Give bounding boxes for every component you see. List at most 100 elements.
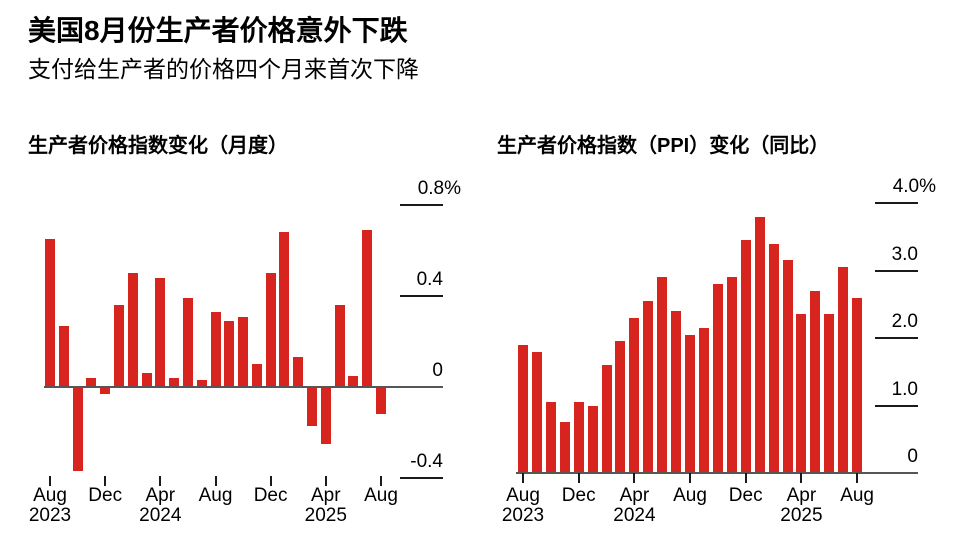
bar-sep-2023	[58, 325, 69, 387]
x-tick-line	[633, 473, 636, 483]
x-tick-line	[49, 476, 51, 486]
bar-aug-2023	[518, 344, 528, 474]
chart-title-yoy: 生产者价格指数（PPI）变化（同比）	[497, 135, 830, 157]
bar-sep-2024	[224, 321, 235, 387]
bar-apr-2024	[155, 277, 166, 387]
x-axis-year-label: 2025	[780, 505, 823, 526]
bar-jun-2024	[182, 298, 193, 387]
bar-apr-2024	[629, 317, 640, 474]
x-axis-month-label: Dec	[88, 485, 123, 506]
bar-jun-2025	[348, 375, 359, 387]
x-axis-month-label: Apr	[145, 485, 176, 506]
x-tick-line	[689, 473, 691, 483]
x-tick-line	[744, 473, 747, 483]
y-axis-label: 1.0	[891, 378, 918, 400]
x-axis-month-label: Dec	[561, 485, 596, 506]
x-axis-month-label: Aug	[673, 485, 707, 506]
y-tick-line	[400, 477, 443, 479]
bar-feb-2025	[768, 243, 779, 473]
x-axis-year-label: 2023	[501, 505, 545, 526]
chart-title-monthly: 生产者价格指数变化（月度）	[28, 135, 288, 157]
y-tick-line	[875, 269, 918, 272]
x-tick-line	[856, 473, 859, 483]
x-axis-month-label: Aug	[33, 485, 67, 506]
page-subtitle: 支付给生产者的价格四个月来首次下降	[28, 56, 419, 82]
x-tick-line	[380, 476, 382, 486]
zero-axis-line	[44, 386, 443, 388]
bar-jul-2024	[671, 311, 682, 473]
bar-nov-2024	[251, 364, 262, 388]
bar-apr-2025	[320, 387, 331, 444]
y-axis-label: 0	[907, 446, 918, 467]
y-tick-line	[400, 295, 443, 297]
x-axis-month-label: Dec	[728, 485, 763, 506]
x-tick-line	[324, 476, 327, 486]
x-tick-line	[800, 473, 803, 483]
y-axis-label: 0	[432, 360, 443, 381]
x-tick-line	[522, 473, 524, 483]
bar-oct-2023	[72, 387, 83, 472]
y-axis-label: 0.4	[416, 269, 443, 290]
x-tick-line	[269, 476, 272, 486]
bar-dec-2023	[573, 402, 584, 473]
bar-mar-2024	[141, 373, 152, 387]
y-axis-label: 3.0	[891, 243, 918, 265]
bar-mar-2025	[307, 387, 317, 426]
bar-jul-2025	[362, 230, 373, 387]
bar-feb-2024	[127, 273, 138, 388]
bar-aug-2025	[376, 387, 386, 415]
bar-apr-2025	[796, 314, 807, 473]
bar-aug-2025	[852, 297, 863, 473]
y-tick-line	[875, 202, 918, 204]
bar-may-2025	[334, 305, 345, 387]
bar-mar-2024	[615, 341, 626, 473]
y-axis-label: 0.8%	[417, 178, 461, 199]
x-axis-year-label: 2024	[139, 505, 182, 526]
bar-may-2024	[643, 300, 654, 473]
bar-nov-2024	[726, 277, 737, 474]
x-axis-month-label: Aug	[840, 485, 874, 506]
bar-jul-2024	[196, 380, 207, 387]
x-axis-month-label: Apr	[786, 485, 817, 506]
bar-jan-2024	[113, 305, 124, 387]
x-tick-line	[104, 476, 107, 486]
bar-dec-2024	[740, 240, 751, 473]
x-axis-month-label: Dec	[253, 485, 288, 506]
x-axis-year-label: 2023	[28, 505, 72, 526]
bar-jan-2025	[279, 232, 290, 387]
bar-jan-2025	[754, 216, 765, 473]
bar-sep-2023	[531, 351, 542, 473]
ppi-monthly-bar-chart: 0.8% 0.4 0 -0.4 Aug 2023 Dec Apr 2024 Aug Dec Apr 20…	[28, 160, 488, 540]
bar-feb-2024	[601, 365, 612, 473]
bar-nov-2023	[559, 422, 570, 473]
bar-may-2025	[810, 290, 821, 474]
x-tick-line	[577, 473, 580, 483]
bar-oct-2024	[238, 316, 249, 387]
ppi-yoy-bar-chart: 4.0% 3.0 2.0 1.0 0 Aug 2023 Dec Apr 2024 Aug Dec Apr…	[497, 160, 957, 540]
bar-jan-2024	[587, 405, 598, 473]
y-tick-line	[875, 404, 918, 407]
bar-feb-2025	[293, 357, 304, 387]
x-axis-month-label: Apr	[311, 485, 341, 506]
page-title: 美国8月份生产者价格意外下跌	[28, 15, 408, 46]
x-axis-month-label: Aug	[198, 485, 233, 506]
x-axis-year-label: 2024	[613, 505, 656, 526]
y-axis-label: -0.4	[410, 451, 443, 472]
bar-mar-2025	[782, 260, 793, 473]
x-tick-line	[159, 476, 162, 486]
bar-nov-2023	[86, 377, 97, 387]
bar-sep-2024	[699, 327, 709, 473]
x-axis-year-label: 2025	[304, 505, 347, 526]
zero-axis-line	[516, 472, 918, 474]
bar-aug-2024	[685, 334, 695, 473]
x-axis-month-label: Aug	[506, 485, 540, 506]
y-axis-label: 2.0	[891, 311, 918, 332]
bar-may-2024	[169, 377, 180, 387]
bar-aug-2023	[45, 239, 55, 387]
x-axis-month-label: Apr	[619, 485, 650, 506]
bar-dec-2024	[265, 273, 276, 388]
bar-aug-2024	[210, 311, 221, 387]
bar-oct-2024	[712, 284, 723, 473]
bar-oct-2023	[545, 402, 556, 473]
